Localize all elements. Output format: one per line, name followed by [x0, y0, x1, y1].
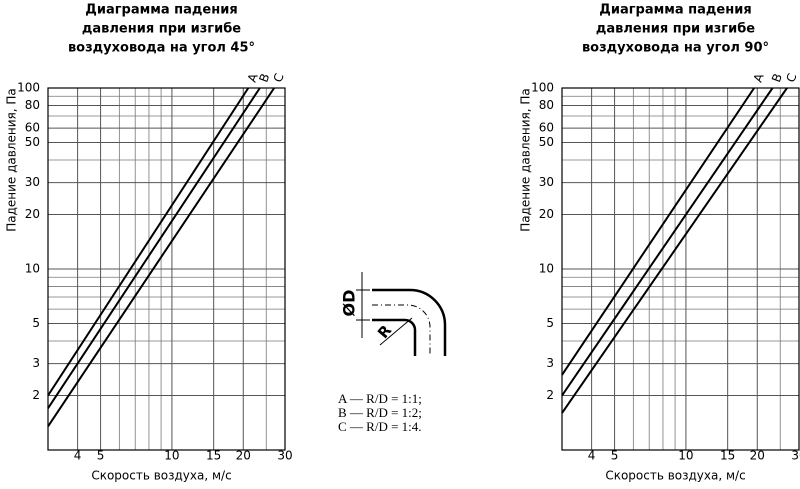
plot-frame — [561, 87, 800, 451]
y-tick-label: 50 — [25, 135, 40, 149]
y-tick-label: 50 — [539, 135, 554, 149]
y-axis-label: Падение давления, Па — [519, 88, 533, 232]
series-line — [47, 87, 275, 427]
y-tick-label: 2 — [32, 388, 40, 402]
diameter-label: ØD — [340, 290, 359, 317]
x-tick-label: 15 — [720, 449, 735, 463]
chart-title: давления при изгибе — [82, 22, 241, 37]
x-axis-label: Скорость воздуха, м/с — [605, 469, 745, 483]
y-tick-label: 10 — [539, 262, 554, 276]
bend-centerline — [372, 304, 431, 356]
y-tick-label: 5 — [32, 316, 40, 330]
y-tick-label: 30 — [25, 175, 40, 189]
x-tick-label: 30 — [277, 449, 292, 463]
series-line — [47, 87, 261, 409]
radius-line — [379, 317, 413, 346]
y-tick-label: 100 — [531, 81, 554, 95]
x-tick-label: 10 — [164, 449, 179, 463]
legend-text: A — R/D = 1:1; — [338, 391, 422, 406]
x-tick-label: 20 — [236, 449, 251, 463]
y-tick-label: 20 — [25, 207, 40, 221]
y-tick-label: 100 — [17, 81, 40, 95]
y-tick-label: 10 — [25, 262, 40, 276]
series-line — [561, 87, 755, 376]
bend-outer-wall — [372, 288, 447, 356]
y-tick-label: 80 — [25, 98, 40, 112]
x-tick-label: 5 — [97, 449, 105, 463]
series-label: B — [769, 72, 785, 85]
radius-label: R — [374, 321, 396, 342]
x-tick-label: 4 — [74, 449, 82, 463]
y-tick-label: 80 — [539, 98, 554, 112]
x-tick-label: 15 — [206, 449, 221, 463]
y-tick-label: 60 — [25, 121, 40, 135]
x-tick-label: 30 — [791, 449, 800, 463]
y-tick-label: 30 — [539, 175, 554, 189]
chart-title: давления при изгибе — [596, 22, 755, 37]
series-label: C — [271, 71, 287, 84]
y-axis-label: Падение давления, Па — [5, 88, 19, 232]
y-tick-label: 3 — [546, 356, 554, 370]
legend-text: C — R/D = 1:4. — [338, 419, 422, 434]
y-tick-label: 5 — [546, 316, 554, 330]
series-label: C — [784, 71, 800, 84]
x-tick-label: 10 — [678, 449, 693, 463]
chart-title: воздуховода на угол 90° — [582, 41, 769, 56]
x-axis-label: Скорость воздуха, м/с — [91, 469, 231, 483]
series-line — [561, 87, 774, 397]
plot-frame — [47, 87, 286, 451]
chart-title: Диаграмма падения — [599, 3, 751, 18]
bend-diagram — [356, 272, 447, 356]
series-line — [47, 87, 250, 397]
y-tick-label: 3 — [32, 356, 40, 370]
chart-title: Диаграмма падения — [85, 3, 237, 18]
y-tick-label: 20 — [539, 207, 554, 221]
series-line — [561, 87, 788, 414]
x-tick-label: 4 — [588, 449, 596, 463]
y-tick-label: 60 — [539, 121, 554, 135]
series-label: A — [751, 71, 767, 84]
x-tick-label: 20 — [750, 449, 765, 463]
x-tick-label: 5 — [611, 449, 619, 463]
bend-inner-wall — [372, 318, 417, 356]
legend-text: B — R/D = 1:2; — [338, 405, 422, 420]
chart-title: воздуховода на угол 45° — [68, 41, 255, 56]
y-tick-label: 2 — [546, 388, 554, 402]
series-label: B — [256, 72, 272, 85]
